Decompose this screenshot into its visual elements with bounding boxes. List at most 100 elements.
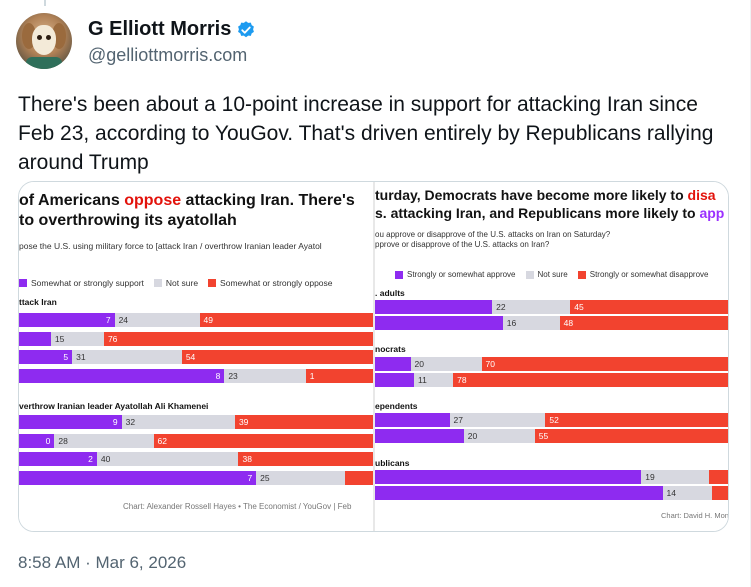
seg-support: 8: [19, 368, 225, 383]
seg-oppose: 39: [234, 415, 373, 429]
bar-row: 27 52: [375, 413, 728, 427]
legend-swatch-disapprove: [577, 270, 586, 279]
legend-swatch-not-sure: [153, 279, 162, 287]
seg-support: 7: [19, 313, 115, 327]
seg-not-sure: 15: [50, 331, 104, 346]
seg-not-sure: 20: [410, 357, 482, 371]
bar-value-label: 20: [467, 431, 478, 441]
bar-value-label: 9: [112, 417, 118, 427]
bar-value-label: 16: [506, 318, 517, 328]
seg-not-sure: 40: [96, 452, 239, 466]
bar-row: 9 32 39: [19, 415, 373, 429]
bar-row: 11 78: [375, 373, 728, 387]
right-chart-source: Chart: David H. Montgom: [661, 511, 729, 520]
avatar[interactable]: [16, 13, 72, 69]
seg-support: [19, 331, 51, 346]
author-row: G Elliott Morris: [88, 18, 256, 41]
tweet-media[interactable]: of Americans oppose attacking Iran. Ther…: [18, 181, 729, 532]
panel-divider: [373, 182, 375, 531]
seg-support: 2: [19, 452, 97, 466]
bar-value-label: 0: [45, 435, 51, 446]
bar-value-label: 48: [563, 318, 574, 328]
seg-oppose: 38: [238, 452, 373, 466]
bar-value-label: 31: [76, 352, 86, 362]
right-chart-subtitle-line2: pprove or disapprove of the U.S. attacks…: [375, 240, 550, 249]
seg-not-sure: 16: [502, 316, 560, 330]
bar-value-label: 2: [88, 454, 93, 464]
verified-badge-icon: [238, 20, 255, 37]
seg-oppose: 52: [545, 413, 728, 427]
bar-value-label: 8: [215, 370, 221, 381]
bar-value-label: 55: [538, 431, 549, 441]
seg-support: [375, 373, 415, 387]
bar-value-label: 24: [118, 315, 129, 325]
bar-row: 5 31 54: [19, 350, 373, 364]
bar-row: 2 40 38: [19, 452, 373, 466]
right-chart-title-line1: turday, Democrats have become more likel…: [375, 187, 716, 203]
seg-support: [375, 316, 503, 330]
seg-oppose: 54: [181, 350, 373, 364]
bar-value-label: 25: [260, 472, 270, 483]
author-handle[interactable]: @gelliottmorris.com: [88, 45, 248, 65]
left-chart-image[interactable]: of Americans oppose attacking Iran. Ther…: [19, 182, 373, 531]
group-label: ependents: [375, 401, 418, 411]
seg-not-sure: 27: [449, 413, 546, 427]
left-chart-subtitle: pose the U.S. using military force to [a…: [19, 241, 322, 251]
bar-row: 7 25: [19, 470, 373, 485]
tweet-timestamp[interactable]: 8:58 AM · Mar 6, 2026: [18, 553, 187, 572]
legend-swatch-oppose: [208, 279, 217, 287]
seg-support: [375, 300, 493, 314]
bar-value-label: 54: [185, 352, 196, 362]
seg-oppose: 48: [559, 316, 728, 330]
seg-support: 5: [19, 350, 73, 364]
author-name[interactable]: G Elliott Morris: [88, 18, 232, 40]
seg-oppose: [344, 470, 373, 485]
bar-value-label: 40: [100, 454, 111, 464]
bar-value-label: 7: [105, 315, 111, 325]
bar-value-label: 14: [666, 488, 677, 498]
seg-not-sure: 24: [114, 313, 200, 327]
bar-row: 20 55: [375, 429, 728, 443]
left-chart-title-line1: of Americans oppose attacking Iran. Ther…: [19, 192, 355, 209]
seg-not-sure: 11: [414, 373, 454, 387]
bar-row: 16 48: [375, 316, 728, 330]
right-chart-image[interactable]: turday, Democrats have become more likel…: [375, 182, 729, 531]
right-chart-subtitle-line1: ou approve or disapprove of the U.S. att…: [375, 230, 611, 239]
bar-value-label: 23: [228, 370, 238, 381]
bar-row: 7 24 49: [19, 313, 373, 327]
seg-oppose: 55: [534, 429, 728, 443]
bar-value-label: 52: [549, 415, 559, 425]
bar-value-label: 62: [157, 435, 167, 446]
seg-support: [375, 470, 642, 484]
bar-value-label: 11: [418, 375, 427, 385]
left-chart-title-line2: to overthrowing its ayatollah: [19, 212, 237, 229]
seg-support: 7: [19, 470, 257, 485]
seg-not-sure: 31: [72, 350, 182, 364]
right-chart-title-line2: s. attacking Iran, and Republicans more …: [375, 205, 725, 221]
group-label: . adults: [375, 288, 405, 298]
bar-value-label: 19: [645, 472, 655, 482]
seg-oppose: 49: [199, 313, 373, 327]
seg-support: [375, 429, 464, 443]
seg-support: [375, 486, 663, 500]
bar-value-label: 38: [242, 454, 252, 464]
seg-oppose: 45: [570, 300, 728, 314]
bar-value-label: 76: [107, 333, 118, 344]
bar-value-label: 7: [247, 472, 253, 483]
bar-row: 19: [375, 470, 728, 484]
bar-value-label: 1: [309, 370, 315, 381]
legend-swatch-support: [19, 279, 27, 287]
seg-support: [375, 357, 411, 371]
seg-not-sure: 19: [641, 470, 709, 484]
seg-not-sure: 32: [121, 415, 235, 429]
seg-not-sure: 14: [662, 486, 713, 500]
right-chart-legend: Strongly or somewhat approve Not sure St…: [395, 270, 718, 279]
bar-row: 20 70: [375, 357, 728, 371]
group-label: verthrow Iranian leader Ayatollah Ali Kh…: [19, 401, 209, 411]
legend-swatch-not-sure: [525, 270, 534, 279]
left-chart-source: Chart: Alexander Rossell Hayes • The Eco…: [123, 502, 352, 511]
bar-row: 0 28 62: [19, 433, 373, 448]
bar-value-label: 78: [457, 375, 467, 385]
group-label: ttack Iran: [19, 297, 57, 307]
bar-value-label: 5: [63, 352, 69, 362]
